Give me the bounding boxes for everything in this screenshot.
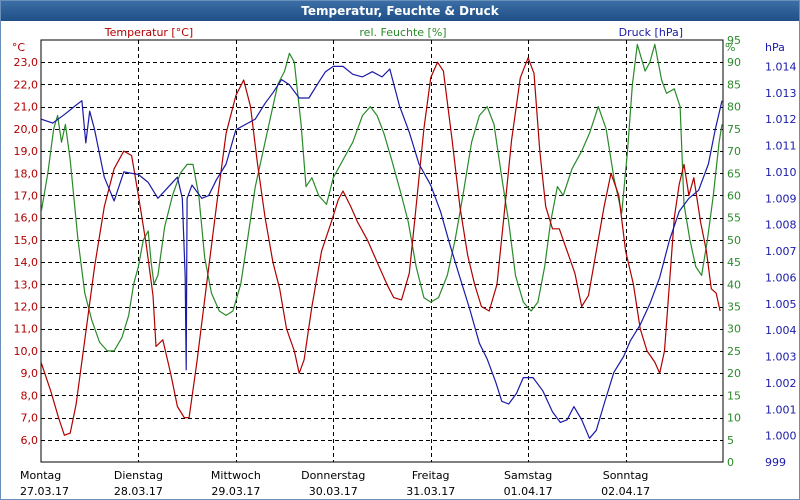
humidity-tick-label: 15: [727, 389, 741, 402]
x-day-label: Montag: [20, 469, 61, 482]
temperature-tick-label: 16,0: [14, 212, 39, 225]
pressure-tick-label: 1.014: [765, 60, 797, 73]
humidity-tick-label: 45: [727, 256, 741, 269]
temperature-tick-label: 15,0: [14, 234, 39, 247]
humidity-tick-label: 50: [727, 234, 741, 247]
temperature-tick-label: 7,0: [21, 412, 39, 425]
pressure-unit-label: hPa: [765, 41, 785, 54]
temperature-axis-title: Temperatur [°C]: [104, 26, 193, 39]
temperature-tick-label: 6,0: [21, 434, 39, 447]
plot-area: [40, 39, 724, 463]
pressure-tick-label: 1.004: [765, 324, 797, 337]
pressure-tick-label: 1.012: [765, 113, 797, 126]
humidity-tick-label: 90: [727, 56, 741, 69]
humidity-tick-label: 35: [727, 301, 741, 314]
x-day-label: Samstag: [504, 469, 552, 482]
temperature-tick-label: 23,0: [14, 56, 39, 69]
pressure-tick-label: 999: [765, 456, 786, 469]
humidity-tick-label: 25: [727, 345, 741, 358]
pressure-tick-label: 1.005: [765, 298, 797, 311]
temperature-tick-label: 13,0: [14, 278, 39, 291]
humidity-unit-label: %: [725, 41, 735, 54]
temperature-line: [41, 57, 721, 436]
pressure-tick-label: 1.000: [765, 430, 797, 443]
temperature-tick-label: 11,0: [14, 323, 39, 336]
x-date-label: 30.03.17: [309, 485, 358, 498]
pressure-tick-label: 1.006: [765, 271, 797, 284]
temperature-tick-label: 22,0: [14, 78, 39, 91]
humidity-tick-label: 55: [727, 212, 741, 225]
pressure-tick-label: 1.011: [765, 140, 797, 153]
humidity-tick-label: 5: [727, 434, 734, 447]
humidity-tick-label: 80: [727, 101, 741, 114]
pressure-tick-label: 1.010: [765, 166, 797, 179]
temperature-tick-label: 10,0: [14, 345, 39, 358]
x-date-label: 01.04.17: [504, 485, 553, 498]
x-date-label: 27.03.17: [20, 485, 69, 498]
pressure-tick-label: 1.003: [765, 351, 797, 364]
pressure-tick-label: 1.001: [765, 403, 797, 416]
pressure-line: [41, 65, 723, 439]
x-day-label: Mittwoch: [211, 469, 261, 482]
temperature-tick-label: 9,0: [21, 367, 39, 380]
temperature-tick-label: 17,0: [14, 189, 39, 202]
pressure-tick-label: 1.009: [765, 192, 797, 205]
window-title: Temperatur, Feuchte & Druck: [1, 1, 799, 21]
humidity-tick-label: 95: [727, 34, 741, 47]
pressure-tick-label: 1.008: [765, 219, 797, 232]
temperature-tick-label: 8,0: [21, 389, 39, 402]
x-date-label: 28.03.17: [114, 485, 163, 498]
humidity-tick-label: 0: [727, 456, 734, 469]
humidity-tick-label: 30: [727, 323, 741, 336]
pressure-tick-label: 1.002: [765, 377, 797, 390]
x-day-label: Freitag: [412, 469, 450, 482]
humidity-axis-title: rel. Feuchte [%]: [359, 26, 446, 39]
humidity-tick-label: 40: [727, 278, 741, 291]
temperature-tick-label: 18,0: [14, 167, 39, 180]
temperature-tick-label: 20,0: [14, 123, 39, 136]
pressure-axis-title: Druck [hPa]: [619, 26, 683, 39]
humidity-tick-label: 65: [727, 167, 741, 180]
humidity-tick-label: 10: [727, 412, 741, 425]
temperature-tick-label: 21,0: [14, 101, 39, 114]
x-day-label: Sonntag: [603, 469, 649, 482]
humidity-line: [41, 43, 723, 352]
x-date-label: 31.03.17: [406, 485, 455, 498]
humidity-tick-label: 85: [727, 78, 741, 91]
temperature-tick-label: 12,0: [14, 301, 39, 314]
humidity-tick-label: 75: [727, 123, 741, 136]
temperature-tick-label: 19,0: [14, 145, 39, 158]
x-date-label: 29.03.17: [211, 485, 260, 498]
temperature-tick-label: 14,0: [14, 256, 39, 269]
x-date-label: 02.04.17: [601, 485, 650, 498]
pressure-tick-label: 1.013: [765, 87, 797, 100]
x-day-label: Donnerstag: [301, 469, 365, 482]
x-day-label: Dienstag: [114, 469, 163, 482]
humidity-tick-label: 70: [727, 145, 741, 158]
pressure-tick-label: 1.007: [765, 245, 797, 258]
humidity-tick-label: 20: [727, 367, 741, 380]
temperature-unit-label: °C: [12, 41, 26, 54]
humidity-tick-label: 60: [727, 189, 741, 202]
